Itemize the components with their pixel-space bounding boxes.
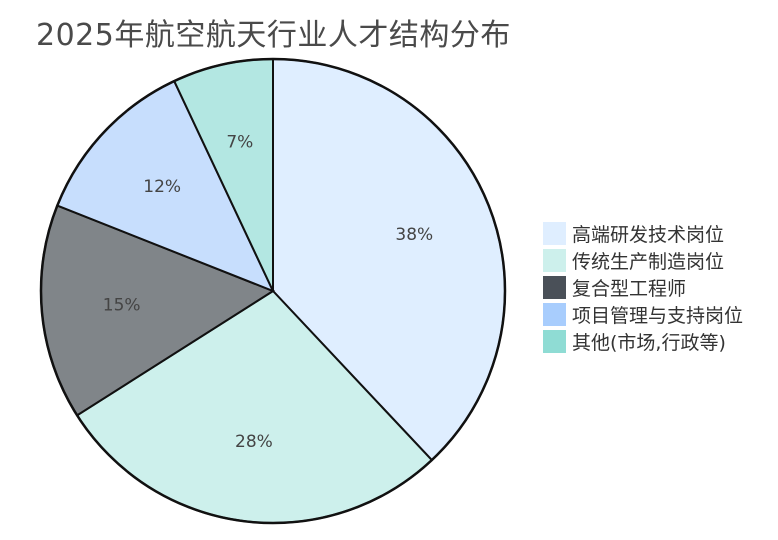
slice-label-4: 12% — [143, 177, 181, 197]
legend-swatch — [543, 303, 566, 326]
legend-swatch — [543, 249, 566, 272]
legend-item-2: 传统生产制造岗位 — [543, 247, 743, 274]
legend-item-3: 复合型工程师 — [543, 274, 743, 301]
pie-outline — [39, 57, 507, 525]
slice-label-2: 28% — [235, 432, 273, 452]
legend-label: 传统生产制造岗位 — [572, 251, 725, 273]
legend-swatch — [543, 222, 566, 245]
slice-label-5: 7% — [226, 133, 253, 153]
legend-item-4: 项目管理与支持岗位 — [543, 301, 743, 328]
legend-swatch — [543, 330, 566, 353]
legend-label: 项目管理与支持岗位 — [572, 305, 744, 327]
slice-label-1: 38% — [395, 225, 433, 245]
legend-item-1: 高端研发技术岗位 — [543, 220, 743, 247]
legend-item-5: 其他(市场,行政等) — [543, 328, 743, 355]
slice-label-3: 15% — [103, 295, 141, 315]
legend-label: 其他(市场,行政等) — [572, 332, 726, 354]
legend-label: 高端研发技术岗位 — [572, 224, 725, 246]
legend-label: 复合型工程师 — [572, 278, 687, 300]
legend: 高端研发技术岗位 传统生产制造岗位 复合型工程师项目管理与支持岗位 其他(市场,行政等… — [543, 220, 743, 355]
legend-swatch — [543, 276, 566, 299]
chart-title: 2025年航空航天行业人才结构分布 — [36, 18, 511, 53]
